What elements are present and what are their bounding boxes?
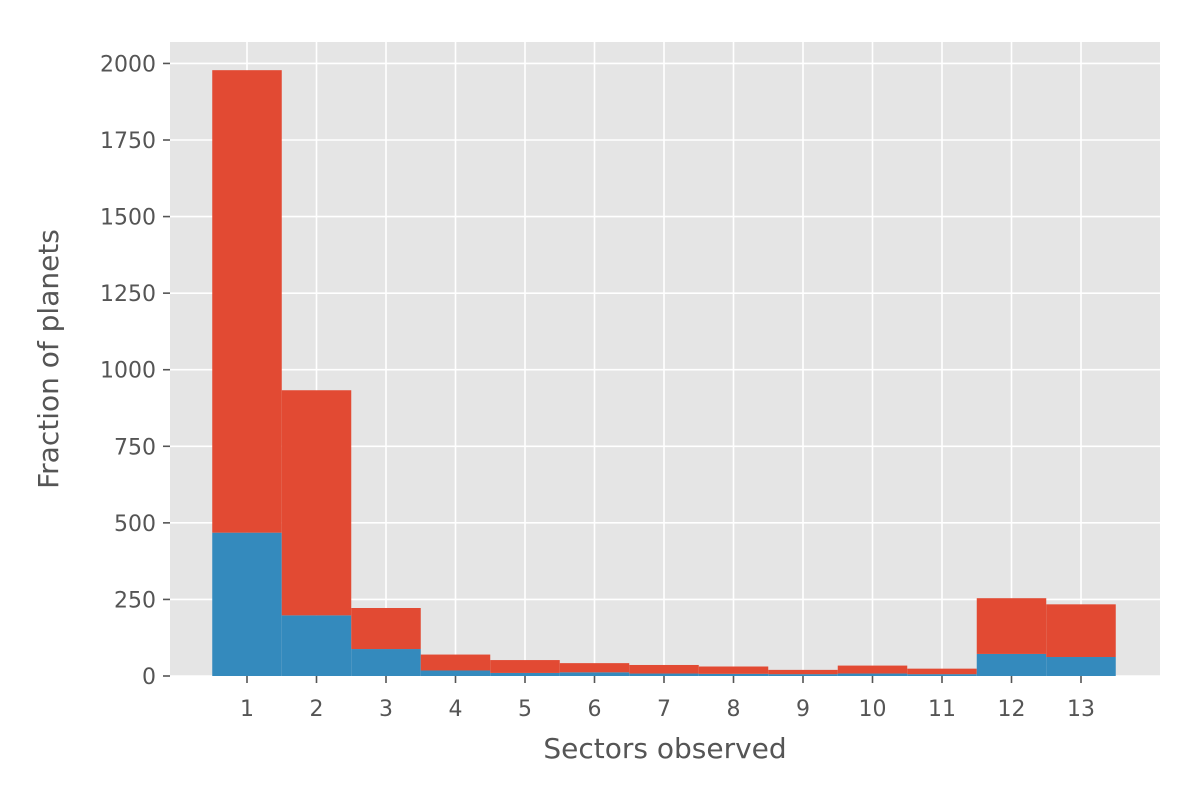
x-tick-label: 7 <box>657 697 671 722</box>
y-tick-label: 750 <box>114 435 156 460</box>
x-tick-label: 5 <box>518 697 532 722</box>
y-tick-label: 1500 <box>100 206 156 231</box>
bar-segment-lower-5 <box>490 672 560 676</box>
x-tick-label: 4 <box>449 697 463 722</box>
bar-segment-upper-13 <box>1046 604 1116 658</box>
bar-segment-lower-4 <box>420 670 491 676</box>
x-tick-label: 9 <box>796 697 810 722</box>
bar-segment-upper-3 <box>351 608 421 650</box>
y-tick-label: 0 <box>142 665 156 690</box>
y-axis-ticks: 0 250 500 750 1000 1250 1500 1750 2000 <box>100 52 170 690</box>
gridlines <box>170 42 1160 677</box>
x-tick-label: 8 <box>727 697 741 722</box>
x-tick-label: 1 <box>240 697 254 722</box>
bar-segment-lower-13 <box>1046 657 1116 676</box>
y-axis-title: Fraction of planets <box>32 229 65 489</box>
bar-segment-upper-6 <box>559 663 630 673</box>
y-tick-label: 250 <box>114 588 156 613</box>
bar-segment-upper-9 <box>768 669 838 675</box>
bar-segment-lower-2 <box>281 615 352 676</box>
bar-segment-upper-2 <box>281 390 352 616</box>
bar-segment-lower-8 <box>698 673 769 676</box>
bar-segment-upper-7 <box>629 664 699 674</box>
bar-segment-lower-1 <box>212 532 282 676</box>
y-tick-label: 1000 <box>100 359 156 384</box>
x-tick-label: 6 <box>588 697 602 722</box>
bar-segment-upper-11 <box>907 668 977 675</box>
x-tick-label: 10 <box>859 697 887 722</box>
bar-segment-upper-5 <box>490 660 560 673</box>
x-tick-label: 12 <box>998 697 1026 722</box>
bar-segment-lower-11 <box>907 674 977 676</box>
bar-segment-lower-12 <box>976 653 1047 676</box>
x-tick-label: 3 <box>379 697 393 722</box>
x-axis-title: Sectors observed <box>543 732 786 765</box>
bars <box>212 70 1116 676</box>
bar-segment-lower-7 <box>629 673 699 676</box>
x-axis-ticks: 1 2 3 4 5 6 7 8 9 10 11 12 13 <box>240 676 1095 722</box>
y-tick-label: 1250 <box>100 282 156 307</box>
bar-segment-upper-10 <box>837 665 908 674</box>
y-tick-label: 2000 <box>100 52 156 77</box>
bar-segment-lower-6 <box>559 672 630 676</box>
bar-segment-upper-8 <box>698 666 769 674</box>
y-tick-label: 500 <box>114 512 156 537</box>
x-tick-label: 13 <box>1067 697 1095 722</box>
bar-segment-upper-1 <box>212 70 282 533</box>
x-tick-label: 2 <box>310 697 324 722</box>
bar-segment-upper-12 <box>976 598 1047 654</box>
x-tick-label: 11 <box>928 697 956 722</box>
bar-segment-upper-4 <box>420 654 491 671</box>
y-tick-label: 1750 <box>100 129 156 154</box>
bar-segment-lower-10 <box>837 673 908 676</box>
bar-segment-lower-3 <box>351 649 421 676</box>
bar-segment-lower-9 <box>768 674 838 676</box>
